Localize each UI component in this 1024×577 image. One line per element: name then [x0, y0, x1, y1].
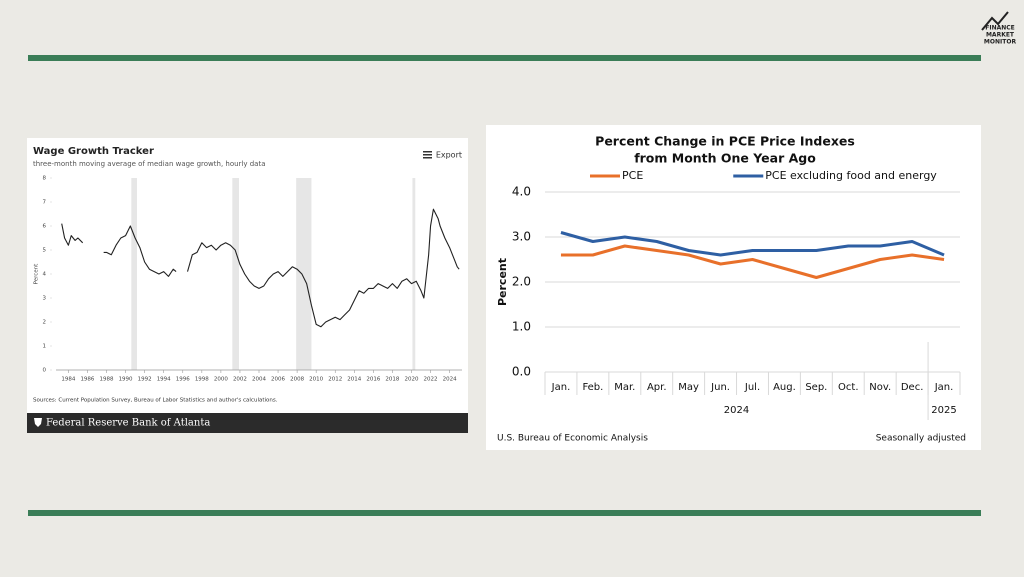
footer-icon: [34, 418, 42, 427]
x-tick-label: 2012: [328, 377, 342, 383]
x-tick-label: 1998: [195, 377, 209, 383]
x-group-label: 2025: [931, 405, 956, 416]
x-tick-label: Feb.: [582, 382, 603, 393]
x-tick-label: 1992: [138, 377, 152, 383]
legend-label: PCE: [622, 169, 643, 182]
x-tick-label: Mar.: [614, 382, 635, 393]
x-tick-label: 2004: [252, 377, 266, 383]
x-tick-label: May: [678, 382, 699, 393]
y-tick-label: 0: [43, 368, 47, 374]
x-tick-label: 2010: [309, 377, 323, 383]
x-tick-label: 2014: [347, 377, 361, 383]
y-tick-label: 1: [43, 344, 47, 350]
x-tick-label: 2008: [290, 377, 304, 383]
y-tick-label: 7: [43, 200, 47, 206]
y-tick-label: 4.0: [512, 185, 531, 199]
y-tick-label: 2: [43, 320, 47, 326]
right-panel: [486, 125, 981, 450]
y-tick-label: 0.0: [512, 365, 531, 379]
x-tick-label: Jul.: [744, 382, 760, 393]
y-axis-label: Percent: [496, 258, 509, 306]
export-icon: [423, 154, 432, 156]
x-tick-label: 2006: [271, 377, 285, 383]
source-note: Sources: Current Population Survey, Bure…: [33, 398, 278, 404]
footer-brand: Federal Reserve Bank of Atlanta: [46, 418, 210, 429]
x-group-label: 2024: [724, 405, 749, 416]
chart-title: Wage Growth Tracker: [33, 146, 154, 157]
logo-text: MONITOR: [984, 39, 1017, 46]
x-tick-label: Jan.: [934, 382, 954, 393]
x-tick-label: Apr.: [647, 382, 667, 393]
logo-text: FINANCE: [985, 25, 1015, 32]
logo-text: MARKET: [986, 32, 1015, 39]
recession-band: [296, 178, 312, 370]
y-tick-label: 3.0: [512, 230, 531, 244]
x-tick-label: 2016: [366, 377, 380, 383]
x-tick-label: 2020: [404, 377, 418, 383]
logo: [981, 11, 1009, 31]
left-panel: [27, 138, 468, 433]
y-tick-label: 6: [43, 224, 47, 230]
chart-title: from Month One Year Ago: [634, 151, 816, 166]
y-tick-label: 5: [43, 248, 47, 254]
x-tick-label: 1994: [157, 377, 171, 383]
legend-label: PCE excluding food and energy: [765, 169, 937, 182]
x-tick-label: 1988: [100, 377, 114, 383]
y-tick-label: 2.0: [512, 275, 531, 289]
x-tick-label: Sep.: [805, 382, 827, 393]
x-tick-label: 2024: [443, 377, 457, 383]
x-tick-label: 2018: [385, 377, 399, 383]
y-tick-label: 8: [43, 176, 47, 182]
x-tick-label: Nov.: [869, 382, 891, 393]
export-button[interactable]: Export: [436, 151, 462, 160]
data-line: [61, 208, 460, 328]
recession-band: [412, 178, 416, 370]
y-tick-label: 4: [43, 272, 47, 278]
x-tick-label: Aug.: [773, 382, 796, 393]
top-rule: [28, 55, 981, 61]
source-note: U.S. Bureau of Economic Analysis: [497, 434, 648, 444]
left-footer-bar: [27, 413, 468, 433]
chart-subtitle: three-month moving average of median wag…: [33, 160, 266, 168]
x-tick-label: Jan.: [551, 382, 571, 393]
x-tick-label: 1986: [80, 377, 94, 383]
y-tick-label: 3: [43, 296, 47, 302]
y-tick-label: 1.0: [512, 320, 531, 334]
series-line: [560, 231, 945, 257]
chart-title: Percent Change in PCE Price Indexes: [595, 134, 855, 149]
x-tick-label: 1984: [61, 377, 75, 383]
x-tick-label: 2022: [424, 377, 438, 383]
series-line: [560, 244, 945, 279]
export-icon: [423, 157, 432, 159]
recession-band: [131, 178, 138, 370]
x-tick-label: 1996: [176, 377, 190, 383]
export-icon: [423, 151, 432, 153]
adjustment-note: Seasonally adjusted: [876, 434, 966, 444]
y-axis-label: Percent: [34, 263, 40, 285]
x-tick-label: Jun.: [710, 382, 730, 393]
bottom-rule: [28, 510, 981, 516]
x-tick-label: 1990: [119, 377, 133, 383]
x-tick-label: 2000: [214, 377, 228, 383]
x-tick-label: Dec.: [901, 382, 924, 393]
x-tick-label: 2002: [233, 377, 247, 383]
logo-icon: [981, 11, 1009, 31]
x-tick-label: Oct.: [838, 382, 858, 393]
recession-band: [232, 178, 239, 370]
